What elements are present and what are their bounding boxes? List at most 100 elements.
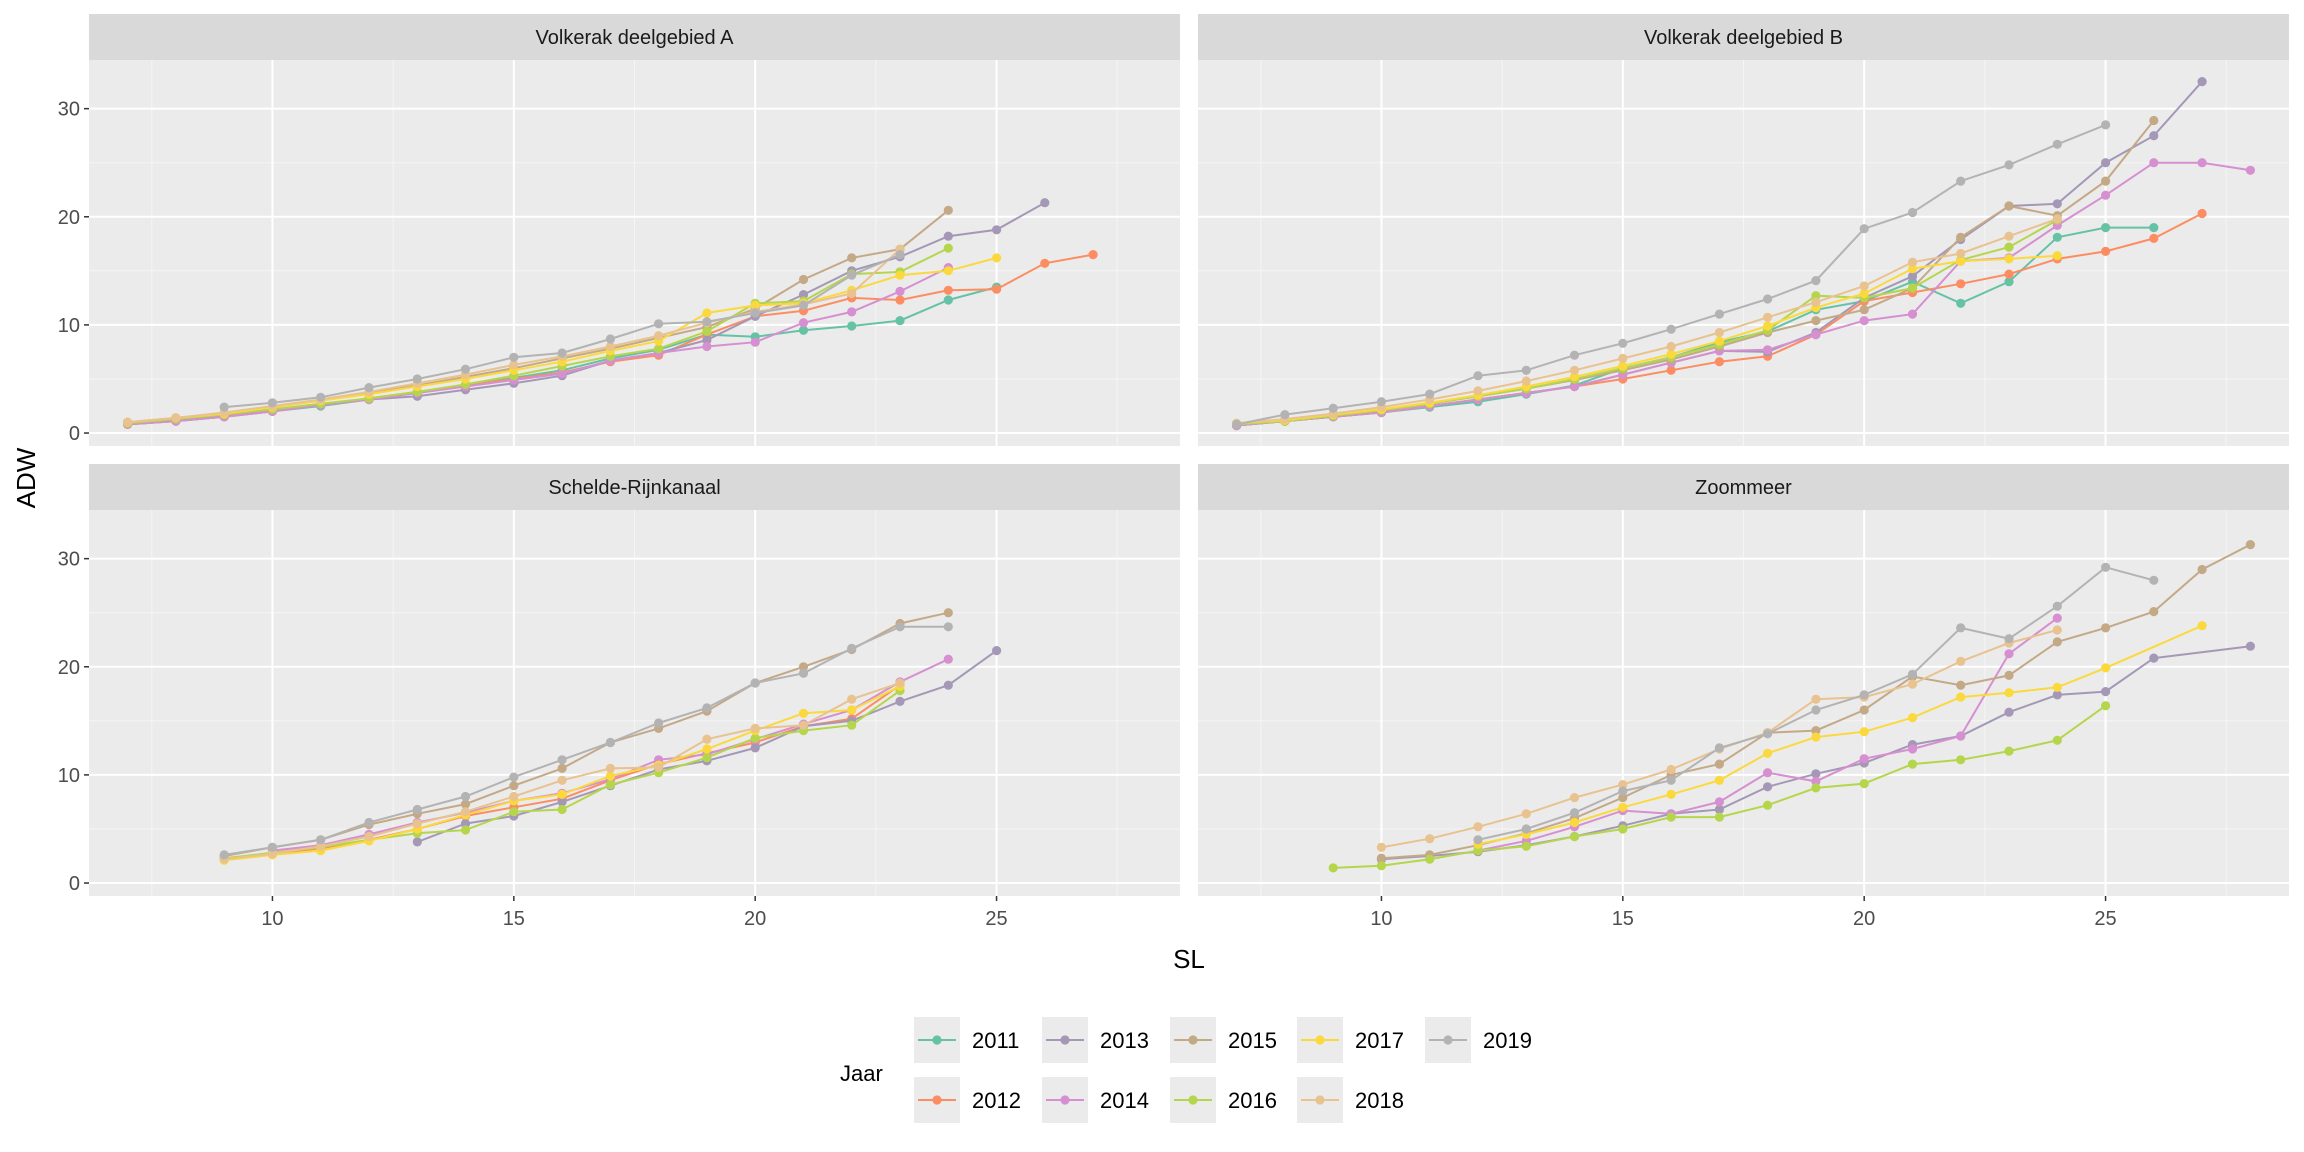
data-point-2018 [1666,764,1676,775]
data-point-2013 [2004,707,2014,717]
data-point-2016 [1328,863,1338,873]
series-line-2014 [127,266,949,426]
data-point-2019 [1376,397,1386,407]
data-point-2019 [1425,389,1435,399]
data-point-2014 [2004,649,2014,659]
legend-label: 2011 [972,1028,1019,1053]
data-point-2016 [702,753,712,763]
data-point-2019 [1666,775,1676,785]
data-point-2014 [2245,165,2255,175]
data-point-2012 [943,285,953,295]
data-point-2019 [1328,403,1338,413]
data-point-2019 [2149,575,2159,585]
data-point-2019 [1763,294,1773,304]
facet-title: Volkerak deelgebied B [1644,27,1843,49]
data-point-2019 [2101,120,2111,130]
data-point-2014 [1569,381,1580,392]
legend-item-2014: 2014 [1042,1077,1149,1123]
data-point-2017 [1956,692,1966,702]
data-point-2011 [798,325,809,335]
data-point-2019 [847,270,857,280]
data-point-2014 [943,654,953,664]
data-point-2019 [750,308,760,318]
data-point-2019 [267,398,277,408]
legend: Jaar 2011 2012 2013 2014 2015 2016 2017 2018 2019 [840,1017,1532,1123]
data-point-2015 [1618,793,1628,803]
data-point-2016 [1859,779,1869,789]
data-point-2015 [2101,623,2111,633]
data-point-2015 [1811,726,1821,736]
data-point-2017 [1569,817,1580,828]
data-point-2015 [2052,637,2062,647]
data-point-2016 [1811,783,1821,793]
data-point-2013 [1907,271,1918,281]
data-point-2013 [1714,804,1724,815]
data-point-2015 [2004,670,2014,681]
data-point-2017 [1714,775,1724,785]
facet-title: Volkerak deelgebied A [536,27,735,49]
data-point-2015 [798,274,809,285]
data-point-2019 [847,643,857,654]
data-point-2019 [1521,365,1531,375]
series-line-2016 [1236,219,2058,426]
data-point-2018 [267,849,277,859]
facet-title: Schelde-Rijnkanaal [548,477,720,499]
data-point-2016 [1907,283,1918,293]
data-point-2014 [557,369,567,379]
panel-zoommeer: Zoommeer 10 15 20 25 [1198,464,2289,930]
data-point-2019 [605,737,616,748]
data-point-2018 [847,288,857,299]
data-point-2018 [2052,625,2062,635]
data-point-2015 [2149,115,2159,126]
data-point-2016 [1425,854,1435,864]
panel-volkerak-deelgebied-a: Volkerak deelgebied A 0 10 20 30 [58,14,1180,446]
data-point-2016 [1473,846,1483,856]
data-point-2018 [1956,656,1966,667]
series-line-2014 [1236,161,2251,427]
data-point-2014 [750,337,760,347]
legend-title: Jaar [840,1061,883,1086]
data-point-2018 [1569,365,1580,375]
data-point-2019 [895,250,905,260]
data-point-2019 [412,374,422,384]
data-point-2018 [1521,809,1531,819]
data-point-2019 [1811,276,1821,286]
data-point-2019 [2052,601,2062,611]
data-point-2015 [1956,680,1966,690]
data-point-2011 [943,295,953,305]
data-point-2019 [509,352,519,362]
data-point-2019 [267,842,277,852]
data-point-2014 [1956,731,1966,741]
data-point-2018 [847,694,857,704]
data-point-2017 [1956,256,1966,266]
data-point-2017 [2052,251,2062,261]
legend-item-2011: 2011 [914,1017,1019,1063]
legend-item-2012: 2012 [914,1077,1021,1123]
y-tick-label: 10 [58,765,80,787]
data-point-2016 [1618,824,1628,834]
legend-label: 2012 [972,1088,1021,1113]
data-point-2019 [1666,324,1676,334]
legend-item-2018: 2018 [1297,1077,1404,1123]
data-point-2015 [1859,705,1869,715]
data-point-2015 [2245,540,2255,550]
data-point-2017 [1811,732,1821,742]
legend-key-point [1315,1035,1325,1045]
legend-key-point [1188,1035,1198,1045]
data-point-2013 [2052,690,2062,700]
data-point-2018 [1666,341,1676,352]
data-point-2018 [605,341,616,352]
data-point-2019 [605,334,616,344]
data-point-2016 [509,807,519,817]
data-point-2018 [509,360,519,370]
data-point-2017 [847,705,857,715]
data-point-2013 [1811,769,1821,779]
legend-item-2017: 2017 [1297,1017,1404,1063]
data-point-2015 [557,763,567,774]
data-point-2018 [412,819,422,829]
data-point-2017 [2004,254,2014,264]
data-point-2016 [1811,291,1821,301]
data-point-2019 [750,678,760,688]
legend-item-2016: 2016 [1170,1077,1277,1123]
data-point-2013 [992,646,1002,656]
